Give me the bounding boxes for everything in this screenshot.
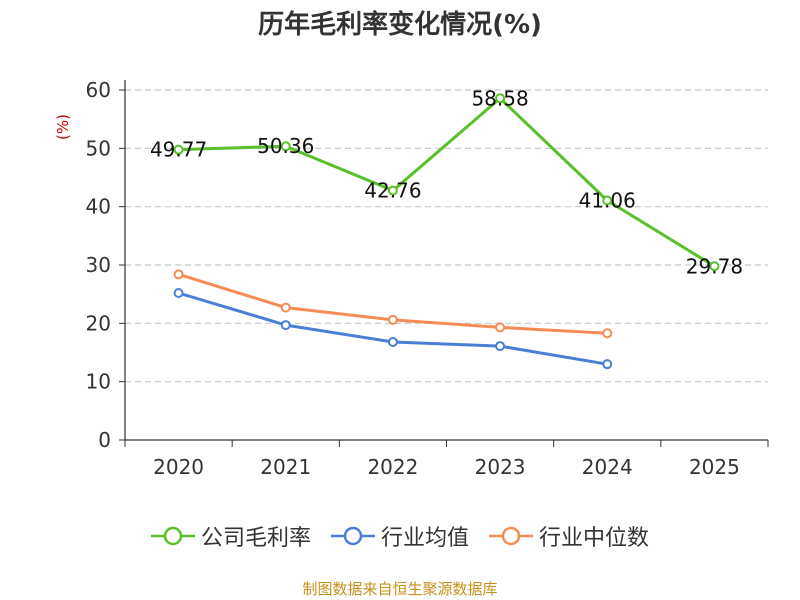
line-chart: 0 10 20 30 40 50 60 2020 2021 2022 2023 2024 2025 49… bbox=[54, 78, 769, 479]
data-point-公司毛利率-2021[interactable] bbox=[280, 141, 291, 152]
legend-label: 行业均值 bbox=[380, 526, 469, 551]
y-tick-label-40: 40 bbox=[86, 195, 111, 219]
y-tick-label-30: 30 bbox=[86, 253, 111, 277]
data-point-行业中位数-2024[interactable] bbox=[602, 328, 613, 339]
x-tick-label-2024: 2024 bbox=[582, 455, 633, 479]
x-tick-label-2020: 2020 bbox=[153, 455, 204, 479]
legend-label: 公司毛利率 bbox=[200, 526, 311, 551]
data-point-行业中位数-2022[interactable] bbox=[387, 314, 398, 325]
x-tick-label-2021: 2021 bbox=[260, 455, 311, 479]
y-axis-unit-label: (%) bbox=[54, 114, 72, 140]
data-label-公司毛利率-2024: 41.06 bbox=[579, 188, 636, 212]
data-label-公司毛利率-2020: 49.77 bbox=[150, 138, 207, 162]
legend-item-行业均值[interactable]: 行业均值 bbox=[330, 520, 469, 552]
y-tick-label-20: 20 bbox=[86, 311, 111, 335]
legend-marker-icon bbox=[150, 526, 195, 546]
data-label-公司毛利率-2025: 29.78 bbox=[686, 254, 743, 278]
data-label-公司毛利率-2023: 58.58 bbox=[471, 86, 528, 110]
data-point-公司毛利率-2024[interactable] bbox=[602, 195, 613, 206]
data-point-行业中位数-2020[interactable] bbox=[173, 269, 184, 280]
x-tick-label-2025: 2025 bbox=[689, 455, 740, 479]
y-tick-label-10: 10 bbox=[86, 370, 111, 394]
series-line-公司毛利率 bbox=[178, 96, 716, 268]
series-lines bbox=[173, 93, 720, 370]
grid-lines bbox=[125, 89, 768, 383]
legend-marker-icon bbox=[330, 526, 375, 546]
data-point-公司毛利率-2025[interactable] bbox=[709, 261, 720, 272]
legend-marker-icon bbox=[489, 526, 533, 546]
data-point-行业均值-2023[interactable] bbox=[495, 341, 506, 352]
data-label-公司毛利率-2022: 42.76 bbox=[364, 179, 421, 203]
x-tick-label-2022: 2022 bbox=[367, 455, 418, 479]
x-tick-label-2023: 2023 bbox=[475, 455, 526, 479]
y-tick-label-0: 0 bbox=[98, 428, 111, 452]
data-point-行业中位数-2023[interactable] bbox=[495, 322, 506, 333]
y-tick-label-50: 50 bbox=[86, 136, 111, 160]
data-point-行业中位数-2021[interactable] bbox=[280, 302, 291, 313]
data-point-公司毛利率-2023[interactable] bbox=[495, 93, 506, 104]
legend-item-公司毛利率[interactable]: 公司毛利率 bbox=[150, 520, 311, 552]
legend-item-行业中位数[interactable]: 行业中位数 bbox=[489, 520, 649, 552]
data-point-公司毛利率-2020[interactable] bbox=[173, 144, 184, 155]
data-point-公司毛利率-2022[interactable] bbox=[387, 185, 398, 196]
data-labels: 49.77 50.36 42.76 58.58 41.06 29.78 bbox=[150, 86, 743, 278]
source-note: 制图数据来自恒生聚源数据库 bbox=[302, 580, 498, 598]
data-point-行业均值-2020[interactable] bbox=[173, 288, 184, 298]
data-point-行业均值-2021[interactable] bbox=[280, 320, 291, 331]
axes: 0 10 20 30 40 50 60 2020 2021 2022 2023 2024 2025 bbox=[86, 78, 769, 479]
data-point-行业均值-2024[interactable] bbox=[602, 359, 613, 370]
legend: 公司毛利率 行业均值 行业中位数 bbox=[0, 520, 800, 552]
data-label-公司毛利率-2021: 50.36 bbox=[257, 134, 314, 158]
data-point-行业均值-2022[interactable] bbox=[387, 337, 398, 347]
legend-label: 行业中位数 bbox=[539, 526, 650, 551]
chart-title: 历年毛利率变化情况(%) bbox=[258, 10, 542, 40]
y-tick-label-60: 60 bbox=[86, 78, 111, 102]
